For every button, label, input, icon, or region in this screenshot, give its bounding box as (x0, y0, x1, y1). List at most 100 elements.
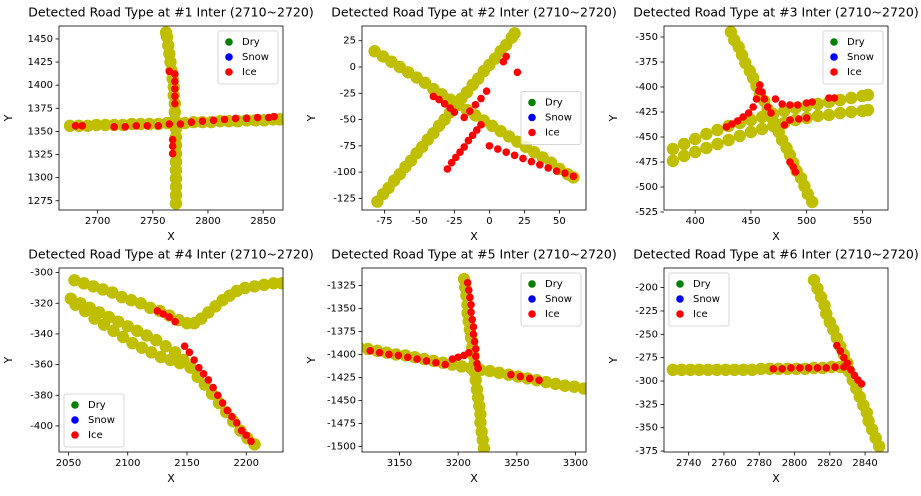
legend-marker (830, 38, 838, 46)
point (763, 103, 772, 111)
point (429, 92, 438, 101)
point (145, 346, 158, 359)
point (99, 118, 112, 132)
y-tick-label: -1475 (327, 418, 356, 429)
point (469, 323, 478, 331)
x-tick-label: 2800 (195, 216, 220, 227)
point (134, 297, 147, 310)
x-tick-label: 2150 (174, 458, 199, 469)
point (159, 340, 172, 353)
x-tick-label: 2200 (234, 458, 259, 469)
y-tick-label: 1375 (28, 103, 53, 114)
legend-marker (71, 416, 79, 424)
legend-box (520, 91, 582, 145)
point (666, 154, 680, 168)
y-axis-label: Y (305, 356, 318, 364)
x-tick-label: -50 (411, 216, 427, 227)
point (516, 372, 525, 381)
point (469, 330, 478, 339)
point (744, 113, 758, 127)
legend-marker (225, 38, 233, 46)
point (739, 113, 747, 121)
point (68, 274, 81, 287)
point (171, 85, 179, 93)
point (171, 92, 179, 101)
legend-label: Dry (545, 279, 563, 290)
point (168, 135, 177, 144)
y-tick-label: -375 (635, 57, 658, 68)
y-tick-label: -350 (635, 32, 658, 43)
point (195, 363, 203, 372)
point (693, 363, 706, 377)
axes-frame (663, 267, 889, 453)
point (432, 358, 440, 367)
legend-marker (225, 53, 233, 61)
point (558, 379, 572, 392)
point (502, 148, 511, 156)
point (684, 363, 697, 377)
point (199, 370, 208, 378)
x-tick-label: 2760 (711, 458, 736, 469)
point (813, 364, 822, 372)
point (666, 142, 680, 156)
point (173, 356, 187, 370)
y-tick-label: -320 (30, 298, 53, 309)
point (460, 143, 469, 151)
y-tick-label: -1375 (327, 326, 356, 337)
point (840, 353, 848, 362)
point (135, 341, 149, 354)
point (474, 364, 482, 373)
y-tick-label: -300 (635, 376, 658, 387)
legend-label: Ice (545, 309, 560, 320)
point (466, 293, 474, 302)
point (366, 347, 375, 355)
legend-label: Dry (847, 37, 865, 48)
y-tick-label: -350 (635, 423, 658, 434)
subplot: Detected Road Type at #3 Inter (2710~272… (607, 5, 919, 244)
point (131, 324, 144, 338)
x-tick-label: 2700 (85, 216, 110, 227)
point (485, 142, 494, 150)
point (471, 345, 480, 353)
y-tick-label: -400 (635, 82, 658, 93)
point (115, 290, 129, 304)
point (744, 125, 758, 139)
x-tick-label: 500 (797, 216, 816, 227)
plot-area (368, 27, 580, 208)
x-tick-label: 450 (741, 216, 760, 227)
legend-label: Snow (242, 52, 269, 63)
point (780, 121, 789, 129)
point (771, 95, 780, 103)
point (77, 277, 91, 290)
point (97, 318, 111, 331)
point (456, 148, 464, 156)
chart-title: Detected Road Type at #3 Inter (2710~272… (633, 5, 918, 20)
point (464, 348, 473, 357)
point (728, 120, 736, 128)
chart-title: Detected Road Type at #5 Inter (2710~272… (331, 247, 616, 262)
x-tick-label: 0 (486, 216, 492, 227)
y-axis-label: Y (607, 356, 620, 364)
point (460, 113, 469, 122)
point (675, 363, 688, 377)
point (180, 342, 189, 351)
point (464, 136, 473, 145)
axes-frame (361, 25, 587, 211)
point (257, 278, 271, 292)
point (767, 109, 775, 117)
plot-area (666, 273, 886, 452)
point (231, 114, 240, 123)
point (843, 359, 852, 368)
legend: Dry Snow Ice (822, 30, 884, 85)
subplot: Detected Road Type at #6 Inter (2710~272… (607, 247, 919, 486)
point (536, 160, 544, 169)
point (446, 358, 459, 371)
point (756, 81, 764, 89)
point (159, 310, 168, 318)
legend-marker (528, 128, 536, 137)
point (552, 167, 561, 175)
chart-title: Detected Road Type at #1 Inter (2710~272… (28, 5, 313, 20)
point (822, 108, 836, 122)
point (477, 121, 485, 129)
x-tick-label: 2840 (852, 458, 877, 469)
